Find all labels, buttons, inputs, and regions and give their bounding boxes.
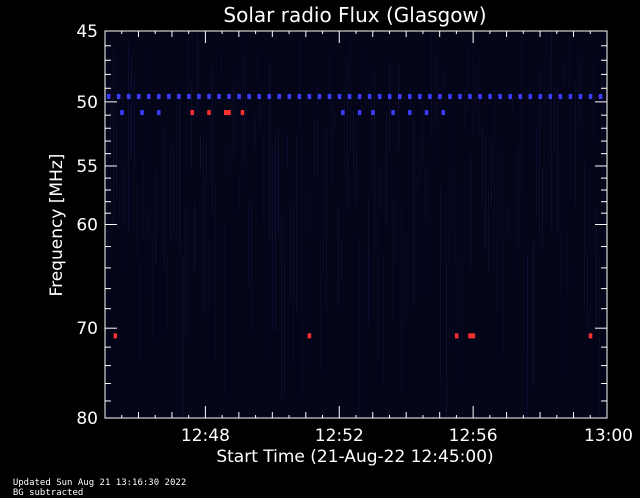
radio-spectrogram-chart: Solar radio Flux (Glasgow) 45 50 55 60 70 80 1… xyxy=(47,3,633,467)
spectrogram-point-mid xyxy=(448,93,452,99)
spectrogram-point-high xyxy=(227,110,231,116)
spectrogram-point-high xyxy=(454,333,459,339)
spectrogram-point-mid xyxy=(120,110,124,116)
spectrogram-point-mid xyxy=(140,110,144,116)
spectrogram-point-mid xyxy=(247,93,251,99)
spectrogram-point-high xyxy=(307,333,312,339)
spectrogram-point-high xyxy=(207,110,211,116)
spectrogram-point-mid xyxy=(327,93,332,99)
spectrogram-point-mid xyxy=(207,93,211,99)
spectrogram-point-mid xyxy=(528,93,533,99)
spectrogram-point-mid xyxy=(337,93,342,99)
spectrogram-point-mid xyxy=(367,93,372,99)
spectrogram-point-mid xyxy=(588,93,593,99)
y-tick-label: 55 xyxy=(76,157,98,177)
axes: 45 50 55 60 70 80 12:48 12:52 12:56 13:00 xyxy=(76,22,633,446)
spectrogram-point-mid xyxy=(578,93,583,99)
spectrogram-point-high xyxy=(113,333,118,339)
status-footer: Updated Sun Aug 21 13:16:30 2022 BG subt… xyxy=(2,468,196,498)
spectrogram-point-mid xyxy=(136,93,141,99)
spectrogram-point-mid xyxy=(548,93,553,99)
spectrogram-point-mid xyxy=(458,93,462,99)
spectrogram-point-high xyxy=(223,110,228,116)
x-tick-label: 12:56 xyxy=(449,426,498,446)
spectrogram-point-mid xyxy=(197,93,201,99)
spectrogram-point-mid xyxy=(398,93,402,99)
spectrogram-point-mid xyxy=(307,93,312,99)
spectrogram-point-mid xyxy=(227,93,231,99)
spectrogram-point-mid xyxy=(287,93,292,99)
spectrogram-point-mid xyxy=(167,93,171,99)
x-tick-label: 12:52 xyxy=(315,426,364,446)
spectrogram-point-mid xyxy=(157,93,161,99)
spectrogram-point-mid xyxy=(147,93,151,99)
spectrogram-point-mid xyxy=(488,93,492,99)
spectrogram-point-mid xyxy=(116,93,121,99)
spectrogram-point-mid xyxy=(598,93,603,99)
spectrogram-marks xyxy=(106,93,603,339)
plot-area xyxy=(105,31,607,418)
spectrogram-point-mid xyxy=(538,93,543,99)
spectrogram-point-mid xyxy=(297,93,302,99)
spectrogram-point-high xyxy=(190,110,195,116)
spectrogram-point-high xyxy=(468,333,472,339)
spectrogram-point-mid xyxy=(341,110,345,116)
spectrogram-point-mid xyxy=(408,93,412,99)
spectrogram-point-mid xyxy=(508,93,512,99)
spectrogram-point-mid xyxy=(441,110,446,116)
spectrogram-point-mid xyxy=(418,93,422,99)
spectrogram-point-mid xyxy=(468,93,472,99)
x-tick-label: 13:00 xyxy=(584,426,633,446)
spectrogram-point-mid xyxy=(424,110,429,116)
spectrogram-point-mid xyxy=(106,93,111,99)
spectrogram-point-mid xyxy=(408,110,412,116)
spectrogram-point-mid xyxy=(157,110,161,116)
plot-background xyxy=(105,31,607,418)
spectrogram-point-mid xyxy=(237,93,241,99)
spectrogram-point-mid xyxy=(357,93,362,99)
spectrogram-point-high xyxy=(588,333,593,339)
x-tick-label: 12:48 xyxy=(181,426,230,446)
spectrogram-point-mid xyxy=(357,110,362,116)
y-tick-label: 50 xyxy=(76,93,98,113)
spectrogram-point-mid xyxy=(478,93,482,99)
y-tick-label: 70 xyxy=(76,319,98,339)
spectrogram-point-high xyxy=(471,333,476,339)
y-tick-label: 80 xyxy=(76,409,98,429)
spectrogram-point-mid xyxy=(217,93,221,99)
y-tick-label: 60 xyxy=(76,216,98,236)
chart-title: Solar radio Flux (Glasgow) xyxy=(223,3,486,27)
spectrogram-point-mid xyxy=(277,93,282,99)
spectrogram-point-mid xyxy=(428,93,432,99)
spectrogram-point-mid xyxy=(568,93,573,99)
spectrogram-point-mid xyxy=(347,93,352,99)
spectrogram-point-mid xyxy=(498,93,502,99)
spectrogram-texture xyxy=(107,31,606,418)
spectrogram-point-mid xyxy=(267,93,271,99)
x-axis-label: Start Time (21-Aug-22 12:45:00) xyxy=(216,447,493,467)
spectrogram-point-mid xyxy=(558,93,563,99)
spectrogram-point-mid xyxy=(257,93,261,99)
spectrogram-point-mid xyxy=(518,93,522,99)
y-axis-label: Frequency [MHz] xyxy=(47,154,67,297)
spectrogram-point-mid xyxy=(377,93,382,99)
spectrogram-point-mid xyxy=(317,93,322,99)
spectrogram-point-mid xyxy=(177,93,181,99)
spectrogram-point-mid xyxy=(387,93,392,99)
spectrogram-point-mid xyxy=(438,93,442,99)
bg-subtracted-note: BG subtracted xyxy=(12,488,84,498)
spectrogram-point-mid xyxy=(371,110,375,116)
spectrogram-point-mid xyxy=(391,110,395,116)
spectrogram-point-mid xyxy=(126,93,131,99)
spectrogram-point-mid xyxy=(187,93,191,99)
y-tick-label: 45 xyxy=(76,22,98,42)
spectrogram-point-high xyxy=(240,110,245,116)
